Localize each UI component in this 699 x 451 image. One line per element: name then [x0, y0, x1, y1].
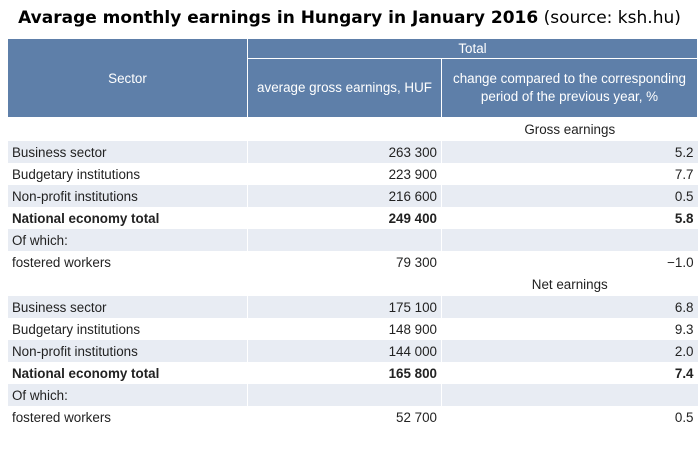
- row-sector-cell: Budgetary institutions: [7, 318, 248, 340]
- row-change-cell: 7.7: [440, 163, 698, 185]
- earnings-table-container: Sector Total average gross earnings, HUF…: [7, 37, 699, 428]
- header-change-percent: change compared to the corresponding per…: [440, 58, 699, 118]
- table-row: Business sector 175 100 6.8: [7, 296, 698, 318]
- header-total: Total: [246, 37, 699, 60]
- header-sector: Sector: [7, 38, 248, 118]
- table-body: Gross earnings Business sector 263 300 5.2 B…: [7, 117, 698, 428]
- row-sector-cell: Business sector: [7, 141, 248, 163]
- row-change-cell: [440, 384, 698, 406]
- table-row: Of which:: [7, 384, 698, 406]
- row-earnings-cell: 52 700: [247, 406, 442, 428]
- row-change-cell: 9.3: [440, 318, 698, 340]
- row-earnings-cell: 249 400: [247, 207, 442, 229]
- row-sector-cell: Non-profit institutions: [7, 340, 248, 362]
- table-row: Budgetary institutions 223 900 7.7: [7, 163, 698, 185]
- row-change-cell: 6.8: [440, 296, 698, 318]
- header-average-gross-earnings: average gross earnings, HUF: [247, 58, 442, 118]
- table-row: fostered workers 52 700 0.5: [7, 406, 698, 428]
- row-change-cell: 7.4: [440, 362, 698, 384]
- earnings-table: Sector Total average gross earnings, HUF…: [7, 37, 699, 428]
- row-sector-cell: Budgetary institutions: [7, 163, 248, 185]
- table-row: Non-profit institutions 216 600 0.5: [7, 185, 698, 207]
- section-label: Net earnings: [440, 273, 698, 296]
- row-earnings-cell: [247, 229, 442, 251]
- row-earnings-cell: [247, 384, 442, 406]
- section-empty-cell: [7, 117, 248, 141]
- section-empty-cell: [247, 117, 442, 141]
- section-empty-cell: [247, 273, 442, 296]
- section-header-row: Gross earnings: [7, 117, 698, 141]
- table-row: Non-profit institutions 144 000 2.0: [7, 340, 698, 362]
- title-main: Avarage monthly earnings in Hungary in J…: [18, 8, 539, 28]
- row-sector-cell: National economy total: [7, 207, 248, 229]
- row-change-cell: −1.0: [440, 251, 698, 273]
- page-title: Avarage monthly earnings in Hungary in J…: [0, 8, 699, 28]
- row-earnings-cell: 79 300: [247, 251, 442, 273]
- section-empty-cell: [7, 273, 248, 296]
- row-sector-cell: National economy total: [7, 362, 248, 384]
- table-row: National economy total 249 400 5.8: [7, 207, 698, 229]
- row-earnings-cell: 216 600: [247, 185, 442, 207]
- row-sector-cell: Of which:: [7, 229, 248, 251]
- row-earnings-cell: 175 100: [247, 296, 442, 318]
- row-sector-cell: Non-profit institutions: [7, 185, 248, 207]
- row-sector-cell: Of which:: [7, 384, 248, 406]
- row-earnings-cell: 263 300: [247, 141, 442, 163]
- table-row: Business sector 263 300 5.2: [7, 141, 698, 163]
- row-sector-cell: Business sector: [7, 296, 248, 318]
- row-change-cell: [440, 229, 698, 251]
- row-change-cell: 0.5: [440, 185, 698, 207]
- row-earnings-cell: 148 900: [247, 318, 442, 340]
- section-header-row: Net earnings: [7, 273, 698, 296]
- row-sector-cell: fostered workers: [7, 406, 248, 428]
- row-change-cell: 5.2: [440, 141, 698, 163]
- row-change-cell: 2.0: [440, 340, 698, 362]
- row-sector-cell: fostered workers: [7, 251, 248, 273]
- row-earnings-cell: 144 000: [247, 340, 442, 362]
- table-row: National economy total 165 800 7.4: [7, 362, 698, 384]
- title-source: (source: ksh.hu): [538, 8, 681, 28]
- row-earnings-cell: 223 900: [247, 163, 442, 185]
- table-row: Budgetary institutions 148 900 9.3: [7, 318, 698, 340]
- row-earnings-cell: 165 800: [247, 362, 442, 384]
- section-label: Gross earnings: [440, 117, 698, 141]
- row-change-cell: 0.5: [440, 406, 698, 428]
- row-change-cell: 5.8: [440, 207, 698, 229]
- table-row: Of which:: [7, 229, 698, 251]
- table-row: fostered workers 79 300 −1.0: [7, 251, 698, 273]
